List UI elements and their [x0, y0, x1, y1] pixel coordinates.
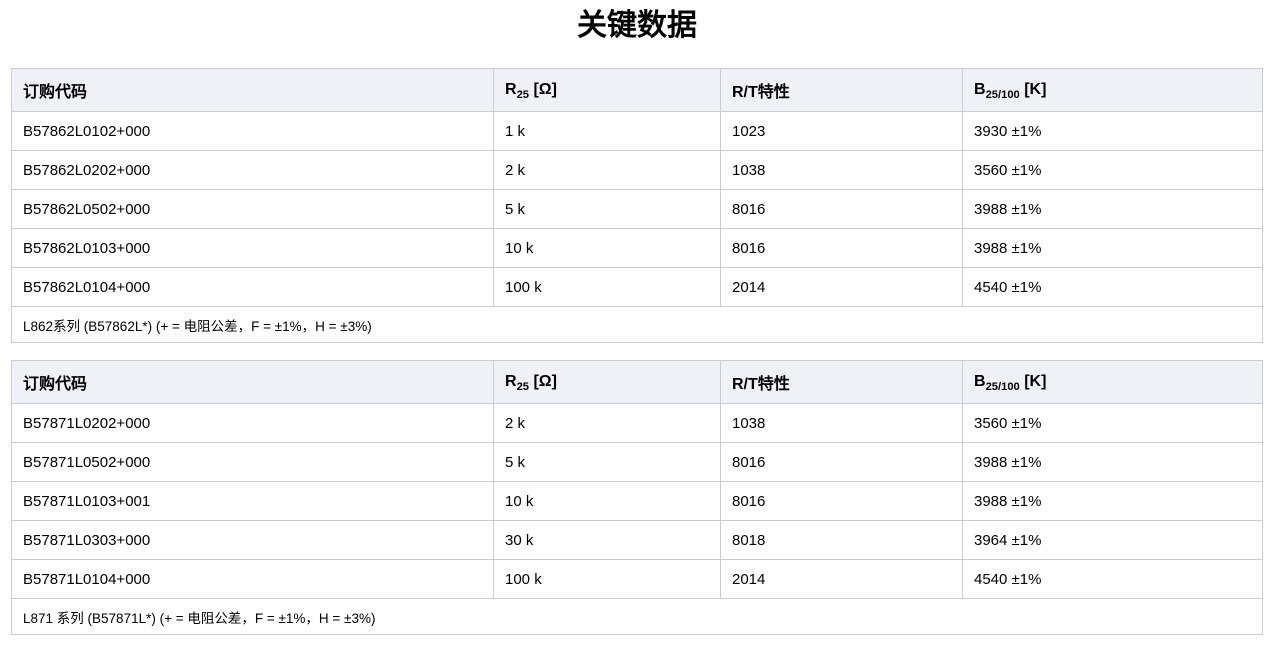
cell-r25: 10 k [493, 481, 721, 521]
column-header-order-code: 订购代码 [11, 68, 494, 112]
table-row: B57862L0102+000 1 k 1023 3930 ±1% [11, 111, 1263, 151]
cell-r25: 10 k [493, 228, 721, 268]
table-row: B57871L0104+000 100 k 2014 4540 ±1% [11, 559, 1263, 599]
table-footnote-row: L871 系列 (B57871L*) (+ = 电阻公差，F = ±1%，H =… [11, 598, 1263, 635]
cell-rt: 8016 [720, 189, 963, 229]
cell-order-code: B57871L0104+000 [11, 559, 494, 599]
cell-order-code: B57871L0303+000 [11, 520, 494, 560]
cell-order-code: B57862L0102+000 [11, 111, 494, 151]
table-footnote-row: L862系列 (B57862L*) (+ = 电阻公差，F = ±1%，H = … [11, 306, 1263, 343]
cell-b25-100: 3930 ±1% [962, 111, 1263, 151]
table-row: B57862L0202+000 2 k 1038 3560 ±1% [11, 150, 1263, 190]
key-data-table-2: 订购代码 R25 [Ω] R/T特性 B25/100 [K] B57871L02… [11, 360, 1263, 635]
cell-b25-100: 3964 ±1% [962, 520, 1263, 560]
column-header-b25-100: B25/100 [K] [962, 68, 1263, 112]
table-row: B57871L0303+000 30 k 8018 3964 ±1% [11, 520, 1263, 560]
cell-order-code: B57871L0103+001 [11, 481, 494, 521]
table-row: B57862L0502+000 5 k 8016 3988 ±1% [11, 189, 1263, 229]
page-title: 关键数据 [577, 9, 697, 42]
table-row: B57862L0103+000 10 k 8016 3988 ±1% [11, 228, 1263, 268]
cell-order-code: B57871L0502+000 [11, 442, 494, 482]
cell-rt: 1038 [720, 150, 963, 190]
table-header-row: 订购代码 R25 [Ω] R/T特性 B25/100 [K] [11, 360, 1263, 404]
column-header-b25-100: B25/100 [K] [962, 360, 1263, 404]
table-row: B57862L0104+000 100 k 2014 4540 ±1% [11, 267, 1263, 307]
column-header-rt-characteristic: R/T特性 [720, 68, 963, 112]
cell-b25-100: 3988 ±1% [962, 481, 1263, 521]
cell-order-code: B57871L0202+000 [11, 403, 494, 443]
cell-b25-100: 3560 ±1% [962, 150, 1263, 190]
table-header-row: 订购代码 R25 [Ω] R/T特性 B25/100 [K] [11, 68, 1263, 112]
cell-rt: 2014 [720, 559, 963, 599]
cell-r25: 30 k [493, 520, 721, 560]
cell-b25-100: 3988 ±1% [962, 228, 1263, 268]
column-header-r25: R25 [Ω] [493, 360, 721, 404]
cell-order-code: B57862L0103+000 [11, 228, 494, 268]
cell-r25: 100 k [493, 559, 721, 599]
cell-r25: 5 k [493, 189, 721, 229]
table-row: B57871L0202+000 2 k 1038 3560 ±1% [11, 403, 1263, 443]
cell-b25-100: 3988 ±1% [962, 442, 1263, 482]
table-footnote: L871 系列 (B57871L*) (+ = 电阻公差，F = ±1%，H =… [11, 598, 1263, 635]
cell-rt: 1038 [720, 403, 963, 443]
cell-rt: 8016 [720, 481, 963, 521]
cell-b25-100: 3988 ±1% [962, 189, 1263, 229]
cell-r25: 100 k [493, 267, 721, 307]
column-header-r25: R25 [Ω] [493, 68, 721, 112]
cell-r25: 1 k [493, 111, 721, 151]
cell-r25: 5 k [493, 442, 721, 482]
cell-rt: 8016 [720, 228, 963, 268]
key-data-table-1: 订购代码 R25 [Ω] R/T特性 B25/100 [K] B57862L01… [11, 68, 1263, 343]
cell-rt: 8018 [720, 520, 963, 560]
table-footnote: L862系列 (B57862L*) (+ = 电阻公差，F = ±1%，H = … [11, 306, 1263, 343]
cell-rt: 1023 [720, 111, 963, 151]
cell-rt: 8016 [720, 442, 963, 482]
cell-order-code: B57862L0104+000 [11, 267, 494, 307]
column-header-rt-characteristic: R/T特性 [720, 360, 963, 404]
cell-b25-100: 4540 ±1% [962, 559, 1263, 599]
cell-order-code: B57862L0502+000 [11, 189, 494, 229]
column-header-order-code: 订购代码 [11, 360, 494, 404]
cell-b25-100: 4540 ±1% [962, 267, 1263, 307]
table-row: B57871L0103+001 10 k 8016 3988 ±1% [11, 481, 1263, 521]
cell-r25: 2 k [493, 403, 721, 443]
cell-b25-100: 3560 ±1% [962, 403, 1263, 443]
cell-order-code: B57862L0202+000 [11, 150, 494, 190]
table-row: B57871L0502+000 5 k 8016 3988 ±1% [11, 442, 1263, 482]
cell-rt: 2014 [720, 267, 963, 307]
cell-r25: 2 k [493, 150, 721, 190]
